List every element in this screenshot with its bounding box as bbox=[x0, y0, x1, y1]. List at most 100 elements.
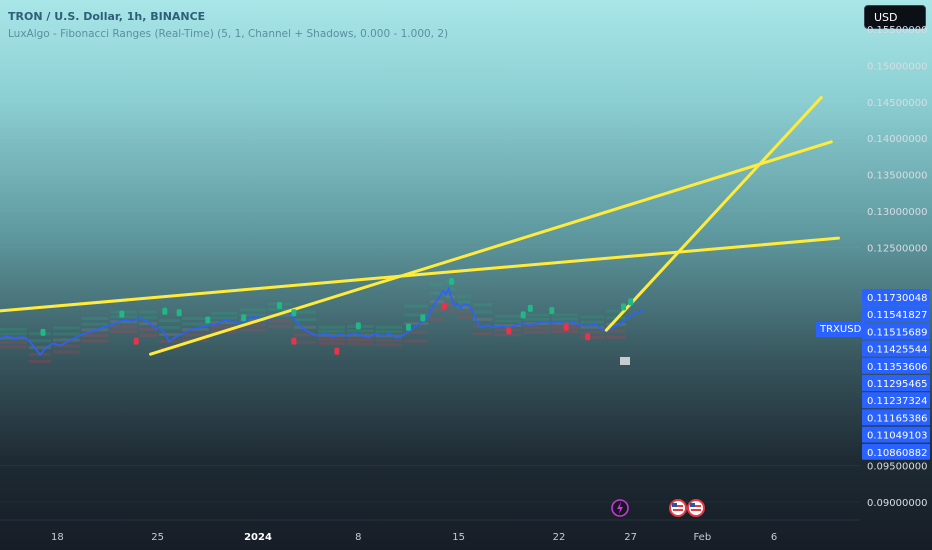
fib-band-segment bbox=[318, 325, 345, 329]
fib-band-segment bbox=[404, 330, 428, 334]
fib-band-segment bbox=[110, 320, 138, 324]
fib-band-segment bbox=[494, 323, 522, 327]
buy-signal-marker bbox=[355, 322, 361, 330]
fib-band-segment bbox=[346, 342, 374, 346]
fib-band-segment bbox=[606, 322, 626, 326]
buy-signal-marker bbox=[241, 314, 247, 322]
fib-band-segment bbox=[139, 327, 158, 331]
fib-band-segment bbox=[445, 302, 456, 306]
fib-band-segment bbox=[139, 322, 158, 326]
price-label: 0.11541827 bbox=[867, 310, 927, 321]
buy-signal-marker bbox=[527, 304, 533, 312]
y-tick-label: 0.09500000 bbox=[867, 461, 927, 472]
currency-selector[interactable]: USD bbox=[864, 5, 926, 29]
y-tick-label: 0.14500000 bbox=[867, 98, 927, 109]
fib-band-segment bbox=[81, 333, 109, 337]
last-bar-marker bbox=[620, 357, 630, 365]
fib-band-segment bbox=[53, 350, 80, 354]
price-label: 0.11425544 bbox=[867, 345, 927, 356]
sell-signal-marker bbox=[563, 323, 569, 331]
fib-band-segment bbox=[375, 343, 403, 347]
fib-band-segment bbox=[404, 304, 428, 308]
x-tick-label: 8 bbox=[355, 532, 361, 543]
x-tick-label: 18 bbox=[51, 532, 64, 543]
y-tick-label: 0.15500000 bbox=[867, 25, 927, 36]
fib-band-segment bbox=[523, 317, 550, 321]
buy-signal-marker bbox=[549, 307, 555, 315]
fib-band-segment bbox=[159, 319, 181, 323]
fib-band-segment bbox=[473, 317, 493, 321]
fib-band-segment bbox=[375, 334, 403, 338]
fib-band-segment bbox=[81, 322, 109, 326]
sell-signal-marker bbox=[334, 347, 340, 355]
event-icons[interactable] bbox=[611, 499, 705, 517]
buy-signal-marker bbox=[628, 298, 634, 306]
fib-band-segment bbox=[580, 315, 605, 319]
buy-signal-marker bbox=[277, 301, 282, 309]
sell-signal-marker bbox=[506, 327, 512, 335]
fib-band-segment bbox=[0, 345, 27, 349]
fib-band-segment bbox=[28, 339, 52, 343]
fib-band-segment bbox=[551, 317, 579, 321]
price-label: 0.11165386 bbox=[867, 413, 927, 424]
us-flag-event-icon[interactable] bbox=[669, 499, 687, 517]
fib-band-segment bbox=[318, 329, 345, 333]
y-tick-label: 0.15000000 bbox=[867, 61, 927, 72]
fib-band-segment bbox=[28, 346, 52, 350]
indicator-legend[interactable]: LuxAlgo - Fibonacci Ranges (Real-Time) (… bbox=[8, 28, 449, 40]
fib-band-segment bbox=[318, 341, 345, 345]
fib-band-segment bbox=[0, 341, 27, 345]
us-flag-event-icon[interactable] bbox=[687, 499, 705, 517]
fib-band-segment bbox=[81, 339, 109, 343]
fib-band-segment bbox=[551, 313, 579, 317]
fib-band-segment bbox=[110, 325, 138, 329]
fib-band-segment bbox=[210, 316, 238, 320]
trend-lines[interactable] bbox=[0, 95, 840, 356]
fib-band-segment bbox=[239, 323, 267, 327]
fib-band-segment bbox=[53, 332, 80, 336]
price-axis[interactable]: 0.09000000 0.09500000 0.12500000 0.13000000… bbox=[867, 25, 927, 509]
fib-band-segment bbox=[523, 330, 550, 334]
price-label-box bbox=[862, 409, 930, 426]
fib-band-segment bbox=[318, 337, 345, 341]
buy-signal-marker bbox=[449, 277, 454, 285]
x-tick-label: 22 bbox=[553, 532, 566, 543]
buy-signal-marker bbox=[291, 309, 297, 317]
fib-band-segment bbox=[182, 317, 209, 321]
buy-signal-marker bbox=[420, 314, 426, 322]
trend-line[interactable] bbox=[604, 95, 823, 332]
fib-band-segment bbox=[404, 313, 428, 317]
fib-band-segment bbox=[430, 282, 444, 286]
lightning-event-icon[interactable] bbox=[611, 499, 629, 517]
fib-band-segment bbox=[139, 316, 158, 320]
fib-band-segment bbox=[494, 333, 522, 337]
time-axis[interactable]: 18 25 2024 8 15 22 27 Feb 6 bbox=[51, 532, 777, 543]
fib-band-segment bbox=[494, 319, 522, 323]
fib-band-segment bbox=[430, 317, 444, 321]
gridlines bbox=[0, 28, 860, 503]
fib-band-segment bbox=[239, 308, 267, 312]
fib-band-segment bbox=[0, 327, 27, 331]
fib-band-segment bbox=[346, 338, 374, 342]
price-label-box bbox=[862, 289, 930, 305]
trend-line[interactable] bbox=[149, 140, 833, 356]
buy-signal-marker bbox=[406, 323, 411, 331]
fib-band-segment bbox=[53, 338, 80, 342]
fib-band-segment bbox=[346, 329, 374, 333]
price-label: 0.10860882 bbox=[867, 448, 927, 459]
fib-band-segment bbox=[28, 332, 52, 336]
fib-band-segment bbox=[606, 309, 626, 313]
buy-signal-marker bbox=[176, 309, 182, 317]
fib-band-segment bbox=[551, 330, 579, 334]
buy-signal-marker bbox=[621, 303, 626, 311]
price-label-box bbox=[862, 340, 930, 357]
fib-band-segment bbox=[473, 310, 493, 314]
fib-band-segment bbox=[430, 309, 444, 313]
fib-band-segment bbox=[139, 333, 158, 337]
fib-band-segment bbox=[28, 359, 52, 363]
trend-line[interactable] bbox=[0, 236, 840, 313]
fib-band-segment bbox=[580, 320, 605, 324]
fib-band-segment bbox=[457, 295, 471, 299]
fib-band-segment bbox=[293, 333, 317, 337]
